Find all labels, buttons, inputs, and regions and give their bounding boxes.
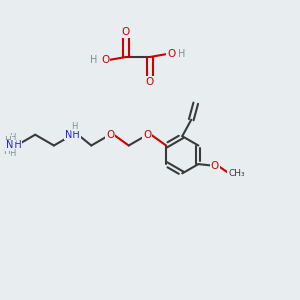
Text: H: H xyxy=(178,49,186,59)
Text: H: H xyxy=(9,133,15,142)
Text: H: H xyxy=(71,122,78,131)
Text: O: O xyxy=(211,160,219,171)
Text: O: O xyxy=(101,55,109,65)
Text: O: O xyxy=(167,49,175,59)
Text: H: H xyxy=(9,149,15,158)
Text: NH: NH xyxy=(7,140,22,151)
Text: O: O xyxy=(143,130,152,140)
Text: CH₃: CH₃ xyxy=(228,169,245,178)
Text: O: O xyxy=(122,27,130,37)
Text: H: H xyxy=(4,147,10,156)
Text: H: H xyxy=(4,136,11,145)
Text: H: H xyxy=(90,55,98,65)
Text: N: N xyxy=(6,140,14,151)
Text: O: O xyxy=(146,77,154,87)
Text: O: O xyxy=(106,130,114,140)
Text: NH: NH xyxy=(65,130,80,140)
